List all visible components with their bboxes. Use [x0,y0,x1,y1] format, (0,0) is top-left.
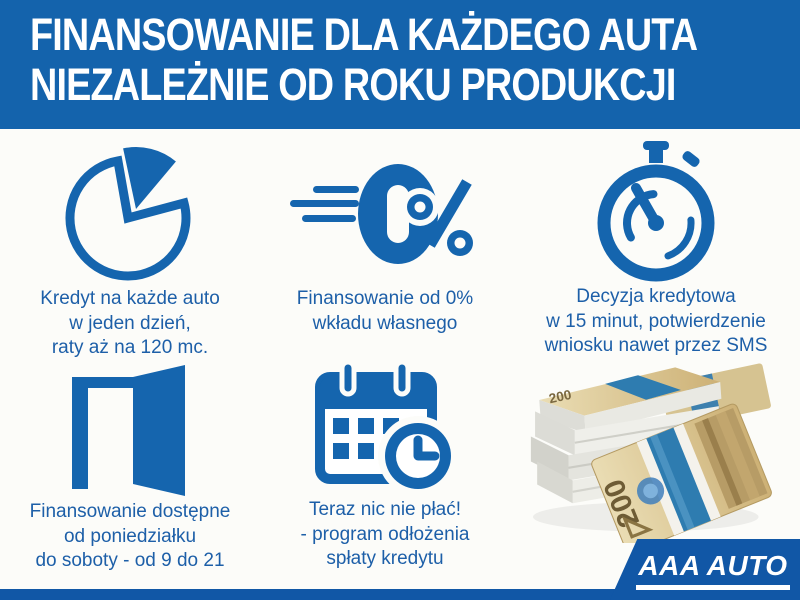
feature-caption: Teraz nic nie płać! - program odłożenia … [301,498,470,572]
caption-line: do soboty - od 9 do 21 [35,550,225,571]
feature-caption: Finansowanie od 0% wkładu własnego [297,287,473,336]
caption-line: Finansowanie od 0% [296,288,474,309]
banknote-value-label: 200 [547,387,572,406]
stopwatch-icon [590,138,722,285]
caption-line: Teraz nic nie płać! [308,499,462,520]
caption-line: Decyzja kredytowa [576,286,736,307]
caption-line: od poniedziałku [63,525,197,547]
open-door-icon [70,362,190,500]
calendar-clock-icon [312,360,458,498]
caption-line: spłaty kredytu [326,548,444,569]
header-banner: FINANSOWANIE DLA KAŻDEGO AUTA NIEZALEŻNI… [0,0,800,129]
caption-line: wkładu własnego [312,312,458,334]
caption-line: - program odłożenia [300,523,470,545]
feature-pay-later: Teraz nic nie płać! - program odłożenia … [263,360,507,572]
caption-line: Finansowanie dostępne [29,501,231,522]
caption-line: w 15 minut, potwierdzenie [546,310,766,332]
feature-credit-decision: Decyzja kredytowa w 15 minut, potwierdze… [512,138,800,359]
banknote-stacks-photo: 200 200 [515,355,787,543]
feature-credit-every-car: Kredyt na każde auto w jeden dzień, raty… [8,140,252,361]
header-line-2: NIEZALEŻNIE OD ROKU PRODUKCJI [30,59,676,110]
feature-caption: Decyzja kredytowa w 15 minut, potwierdze… [545,285,768,359]
feature-zero-percent: Finansowanie od 0% wkładu własnego [265,140,505,336]
caption-line: Kredyt na każde auto [40,288,220,309]
feature-caption: Finansowanie dostępne od poniedziałku do… [30,500,231,574]
feature-caption: Kredyt na każde auto w jeden dzień, raty… [40,287,220,361]
pie-chart-icon [63,140,198,287]
feature-availability: Finansowanie dostępne od poniedziałku do… [8,362,252,574]
caption-line: wniosku nawet przez SMS [544,335,768,356]
aaa-auto-logo-text: AAA AUTO [636,550,790,590]
aaa-auto-logo: AAA AUTO [609,539,800,600]
caption-line: w jeden dzień, [69,312,191,334]
bottom-strip [0,589,800,600]
zero-percent-icon [283,140,488,287]
header-line-1: FINANSOWANIE DLA KAŻDEGO AUTA [30,9,698,60]
caption-line: raty aż na 120 mc. [51,337,209,358]
